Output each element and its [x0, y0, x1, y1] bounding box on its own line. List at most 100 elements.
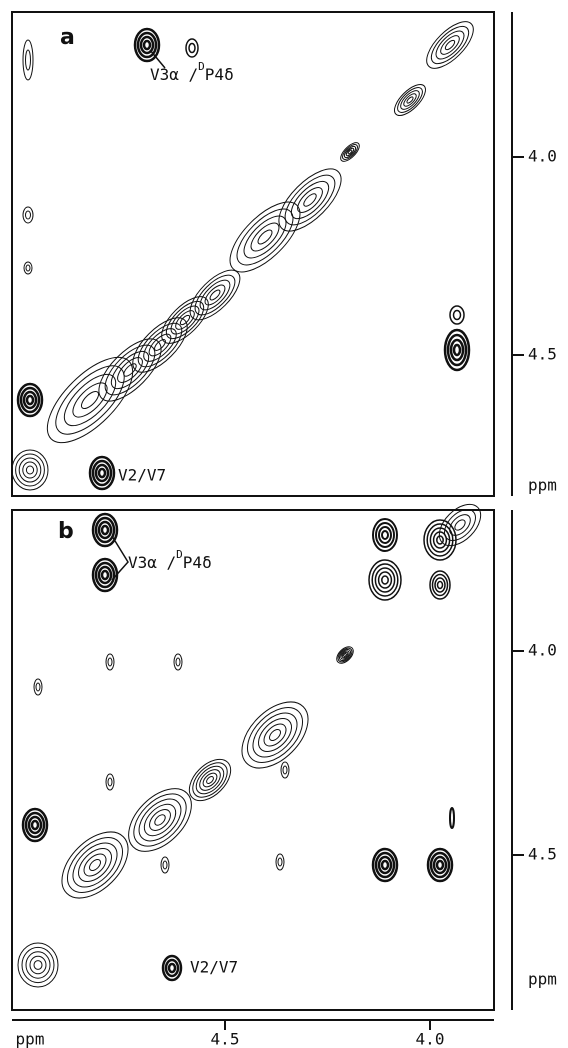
contour [341, 651, 349, 659]
contour [138, 798, 182, 842]
contour [342, 144, 358, 160]
contour [345, 147, 355, 157]
contour [142, 39, 152, 51]
contour [161, 954, 183, 982]
contour [393, 83, 427, 117]
contour [89, 859, 101, 871]
contour [164, 958, 180, 978]
contour [133, 27, 161, 63]
contour [195, 765, 225, 795]
contour [426, 847, 454, 883]
tick-label: 4.5 [528, 845, 557, 864]
contour [368, 559, 402, 601]
contour [175, 657, 181, 667]
contour [154, 814, 166, 826]
annotation: V2/V7 [118, 466, 166, 485]
contour [29, 955, 47, 975]
contour [343, 653, 347, 657]
tick-label: ppm [528, 970, 557, 989]
contour [454, 519, 466, 531]
contour [35, 682, 41, 692]
contour [143, 328, 177, 362]
contour [202, 772, 218, 788]
contour [22, 390, 38, 410]
contour [161, 296, 209, 344]
contour [443, 328, 471, 372]
contour [63, 373, 117, 427]
contour [27, 815, 43, 835]
contour [25, 49, 31, 71]
panel-b-frame [11, 509, 495, 1011]
contour [258, 718, 292, 752]
contour [97, 520, 113, 540]
contour [83, 853, 107, 877]
contour [179, 314, 191, 326]
contour [435, 30, 465, 60]
contour [154, 339, 166, 351]
contour [170, 305, 200, 335]
contour [88, 455, 116, 491]
contour [243, 215, 287, 259]
contour [206, 776, 214, 784]
contour [429, 570, 451, 600]
contour [107, 657, 113, 667]
contour [21, 807, 49, 843]
contour [107, 777, 113, 787]
contour [378, 526, 392, 544]
contour [377, 855, 393, 875]
contour [431, 573, 449, 597]
contour [162, 860, 168, 870]
contour [381, 575, 389, 585]
contour [16, 382, 44, 418]
contour [449, 514, 471, 536]
contour [97, 467, 107, 479]
tick-label: 4.5 [211, 1030, 240, 1048]
contour [343, 145, 357, 159]
contour [444, 39, 456, 51]
contour [24, 811, 46, 839]
contour [139, 35, 155, 55]
contour [33, 960, 43, 970]
contour [61, 831, 129, 899]
contour [25, 264, 31, 272]
contour [22, 39, 34, 81]
contour [438, 503, 482, 547]
contour [430, 25, 470, 65]
contour [11, 449, 49, 491]
annotation: V3α /DP4δ [150, 60, 234, 84]
contour [173, 653, 183, 671]
contour [375, 522, 395, 548]
contour [380, 859, 390, 871]
contour [25, 394, 35, 406]
contour [446, 333, 468, 367]
contour [199, 769, 221, 791]
contour [336, 646, 354, 664]
contour [199, 279, 231, 311]
contour [23, 261, 33, 275]
contour [381, 530, 389, 540]
contour [297, 187, 323, 213]
contour [94, 516, 116, 544]
contour [406, 96, 414, 104]
contour [432, 855, 448, 875]
contour [105, 773, 115, 791]
contour [250, 222, 280, 252]
contour [449, 807, 455, 829]
contour [339, 649, 351, 661]
contour [209, 289, 221, 301]
contour [257, 229, 273, 245]
contour [204, 284, 226, 306]
panel-a-frame [11, 11, 495, 497]
contour [128, 788, 192, 852]
contour [100, 524, 110, 536]
contour [91, 459, 113, 487]
contour [136, 31, 158, 59]
contour [132, 317, 188, 373]
contour [189, 269, 241, 321]
tick-label: 4.5 [528, 345, 557, 364]
contour [429, 851, 451, 879]
contour [137, 322, 183, 368]
contour [192, 762, 228, 798]
contour [277, 857, 283, 867]
contour [290, 180, 330, 220]
